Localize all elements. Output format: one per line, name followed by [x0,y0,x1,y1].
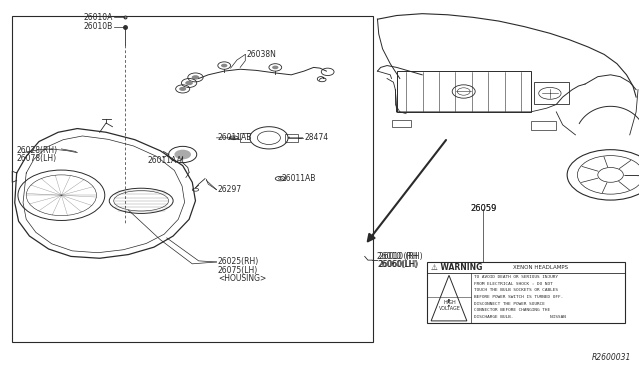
Bar [397,71,531,112]
Text: 26011AA: 26011AA [148,155,182,164]
Bar [392,120,411,128]
Text: 26078(LH): 26078(LH) [17,154,57,163]
Text: 26060(LH): 26060(LH) [378,260,418,269]
Text: FROM ELECTRICAL SHOCK : DO NOT: FROM ELECTRICAL SHOCK : DO NOT [474,282,553,286]
Text: 26059: 26059 [470,204,497,213]
Circle shape [185,81,193,85]
Text: 26059: 26059 [470,204,497,213]
Text: 26060(LH): 26060(LH) [379,260,419,269]
Bar [531,121,556,131]
Circle shape [174,150,191,159]
Text: !: ! [447,299,451,308]
Text: 26010 (RH): 26010 (RH) [379,252,422,261]
Bar [428,262,625,323]
Text: 26010B: 26010B [83,22,113,31]
Circle shape [191,75,199,80]
Text: R2600031: R2600031 [592,353,632,362]
Text: <HOUSING>: <HOUSING> [218,274,266,283]
Text: 26011AB: 26011AB [218,133,252,142]
Text: ⚠ WARNING: ⚠ WARNING [431,263,483,272]
Polygon shape [431,275,467,321]
Text: DISCONNECT THE POWER SOURCE: DISCONNECT THE POWER SOURCE [474,302,545,306]
Bar [534,82,569,105]
Circle shape [272,65,278,69]
Circle shape [221,64,227,67]
Text: 26010A: 26010A [83,13,113,22]
Text: 26038N: 26038N [246,50,276,59]
Text: DISCHARGE BULB.              NISSAN: DISCHARGE BULB. NISSAN [474,315,566,319]
Text: TO AVOID DEATH OR SERIOUS INJURY: TO AVOID DEATH OR SERIOUS INJURY [474,275,558,279]
Text: 26011AB: 26011AB [282,174,316,183]
Text: BEFORE POWER SWITCH IS TURNED OFF.: BEFORE POWER SWITCH IS TURNED OFF. [474,295,563,299]
Text: 26297: 26297 [218,185,242,194]
Text: 26010 (RH: 26010 (RH [378,252,418,261]
Text: XENON HEADLAMPS: XENON HEADLAMPS [513,265,568,270]
Text: 26025(RH): 26025(RH) [218,257,259,266]
Bar [285,134,298,141]
Text: 26028(RH): 26028(RH) [17,146,58,155]
Text: 28474: 28474 [304,133,328,142]
Text: TOUCH THE BULB SOCKETS OR CABLES: TOUCH THE BULB SOCKETS OR CABLES [474,288,558,292]
Circle shape [179,87,186,91]
Text: VOLTAGE: VOLTAGE [438,306,461,311]
Text: CONNECTOR BEFORE CHANGING THE: CONNECTOR BEFORE CHANGING THE [474,308,550,312]
Text: 26075(LH): 26075(LH) [218,266,258,275]
Text: HIGH: HIGH [444,300,456,305]
Bar [12,16,373,341]
